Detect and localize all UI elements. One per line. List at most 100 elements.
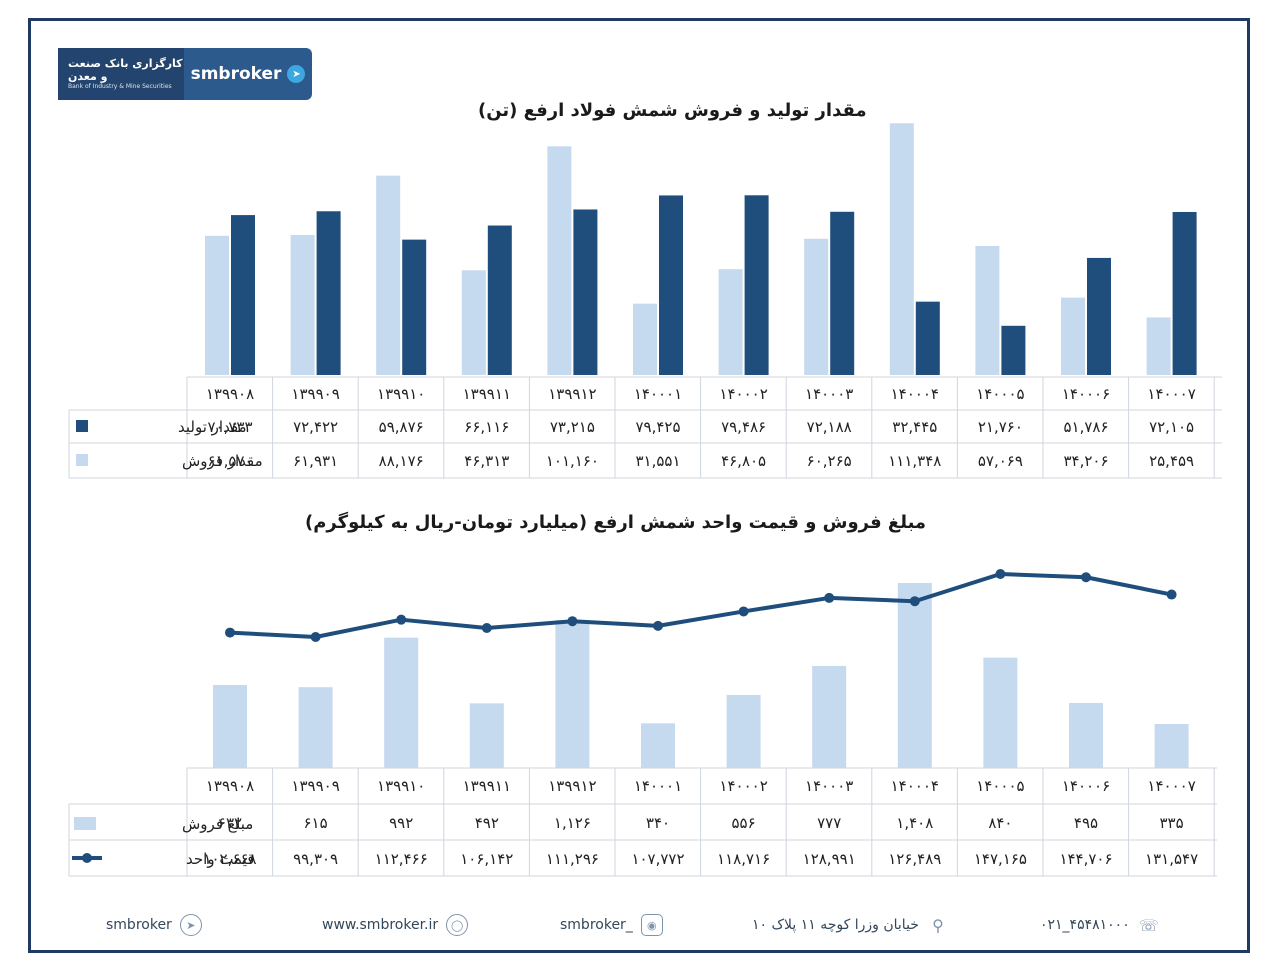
instagram-icon: ◉ bbox=[640, 914, 663, 936]
outer-frame bbox=[28, 18, 1250, 953]
telegram-icon: ➤ bbox=[287, 65, 306, 83]
data-label-sales-amount: ۷۷۷ bbox=[817, 814, 841, 832]
bar-sales-11 bbox=[1146, 317, 1171, 375]
x-tick-label: ۱۳۹۹۱۱ bbox=[463, 385, 511, 403]
footer-instagram-text: smbroker_ bbox=[560, 917, 633, 933]
point-unit-price-7 bbox=[824, 592, 835, 603]
data-label-production: ۶۶,۱۱۶ bbox=[464, 418, 509, 436]
telegram-icon: ➤ bbox=[179, 914, 202, 936]
phone-icon: ☏ bbox=[1138, 915, 1159, 935]
bar-sales-3 bbox=[461, 270, 486, 375]
bar-production-8 bbox=[915, 301, 940, 375]
data-label-production: ۷۲,۱۸۸ bbox=[807, 418, 852, 436]
bar-sales-0 bbox=[205, 235, 229, 375]
logo-brand: smbroker ➤ bbox=[184, 48, 312, 100]
data-label-production: ۵۹,۸۷۶ bbox=[379, 418, 424, 436]
point-unit-price-5 bbox=[653, 620, 663, 631]
data-label-unit-price: ۱۱۲,۴۶۶ bbox=[375, 850, 428, 868]
x-tick-label: ۱۴۰۰۰۷ bbox=[1147, 385, 1195, 403]
footer-phone: ۰۲۱_۴۵۴۸۱۰۰۰ ☏ bbox=[1040, 914, 1160, 936]
logo: کارگزاری بانک صنعت و معدن Bank of Indust… bbox=[58, 48, 312, 100]
data-label-production: ۷۹,۴۲۵ bbox=[635, 418, 680, 436]
footer-website[interactable]: www.smbroker.ir ◯ bbox=[322, 914, 469, 936]
bar-production-6 bbox=[744, 195, 769, 375]
data-label-production: ۳۲,۴۴۵ bbox=[892, 418, 937, 436]
data-label-sales-amount: ۶۱۵ bbox=[304, 814, 328, 832]
point-unit-price-1 bbox=[310, 632, 321, 642]
x-tick-label: ۱۴۰۰۰۲ bbox=[719, 777, 767, 795]
data-label-sales-amount: ۶۳۲ bbox=[218, 814, 242, 832]
data-label-production: ۷۲,۴۲۲ bbox=[293, 418, 338, 436]
data-label-unit-price: ۱۰۲,۶۶۸ bbox=[203, 850, 256, 868]
legend-swatch-production bbox=[76, 420, 88, 432]
bar-sales-amount-10 bbox=[1069, 702, 1103, 768]
data-label-sales: ۵۷,۰۶۹ bbox=[978, 452, 1023, 470]
footer-address: خیابان وزرا کوچه ۱۱ پلاک ۱۰ ⚲ bbox=[752, 914, 949, 936]
x-tick-label: ۱۳۹۹۱۰ bbox=[377, 385, 425, 403]
data-label-sales: ۴۶,۳۱۳ bbox=[464, 452, 509, 470]
point-unit-price-10 bbox=[1081, 572, 1091, 583]
data-label-unit-price: ۱۱۸,۷۱۶ bbox=[717, 850, 770, 868]
line-unit-price bbox=[229, 572, 1172, 639]
data-label-unit-price: ۱۳۱,۵۴۷ bbox=[1145, 850, 1198, 868]
chart1-title: مقدار تولید و فروش شمش فولاد ارفع (تن) bbox=[478, 100, 867, 121]
bar-sales-amount-9 bbox=[983, 657, 1018, 768]
legend-label-production: مقدار تولید bbox=[178, 418, 247, 436]
x-tick-label: ۱۳۹۹۰۹ bbox=[291, 777, 339, 795]
point-unit-price-9 bbox=[995, 569, 1006, 579]
bar-sales-4 bbox=[547, 146, 572, 375]
bar-sales-amount-8 bbox=[897, 583, 932, 768]
bar-sales-6 bbox=[718, 269, 743, 375]
data-label-production: ۲۱,۷۶۰ bbox=[978, 418, 1023, 436]
bar-sales-amount-5 bbox=[641, 723, 675, 768]
bar-production-5 bbox=[659, 195, 683, 375]
data-label-sales: ۲۵,۴۵۹ bbox=[1149, 452, 1194, 470]
bar-production-1 bbox=[316, 211, 341, 375]
bar-sales-amount-11 bbox=[1154, 723, 1189, 768]
bar-sales-1 bbox=[290, 234, 315, 375]
bar-sales-amount-4 bbox=[555, 620, 590, 768]
point-unit-price-8 bbox=[909, 596, 920, 607]
footer-telegram[interactable]: smbroker ➤ bbox=[106, 914, 202, 936]
x-tick-label: ۱۳۹۹۱۲ bbox=[548, 777, 596, 795]
data-label-sales: ۳۱,۵۵۱ bbox=[635, 452, 680, 470]
bar-production-9 bbox=[1001, 325, 1026, 375]
data-label-sales: ۶۱,۵۷۰ bbox=[207, 452, 252, 470]
footer-instagram[interactable]: smbroker_ ◉ bbox=[560, 914, 663, 936]
bar-sales-amount-2 bbox=[384, 637, 419, 768]
data-label-unit-price: ۱۲۶,۴۸۹ bbox=[888, 850, 941, 868]
data-label-production: ۷۲,۱۰۵ bbox=[1149, 418, 1194, 436]
legend-marker-unit-price bbox=[82, 853, 92, 863]
data-label-production: ۷۹,۴۸۶ bbox=[721, 418, 766, 436]
bar-sales-amount-3 bbox=[469, 703, 504, 768]
legend-label-sales-amount: مبلغ فروش bbox=[182, 815, 253, 833]
data-label-production: ۷۳,۲۱۵ bbox=[550, 418, 595, 436]
data-label-sales-amount: ۸۴۰ bbox=[988, 814, 1012, 832]
data-label-sales: ۱۱۱,۳۴۸ bbox=[888, 452, 941, 470]
bar-sales-amount-7 bbox=[812, 665, 847, 768]
x-tick-label: ۱۴۰۰۰۲ bbox=[719, 385, 767, 403]
bar-sales-2 bbox=[376, 175, 401, 375]
x-tick-label: ۱۴۰۰۰۱ bbox=[634, 385, 682, 403]
data-label-unit-price: ۱۴۷,۱۶۵ bbox=[974, 850, 1027, 868]
footer-website-text: www.smbroker.ir bbox=[322, 917, 439, 933]
bar-production-4 bbox=[573, 209, 598, 375]
bar-production-0 bbox=[231, 215, 255, 375]
bar-production-11 bbox=[1172, 211, 1197, 375]
bar-sales-amount-6 bbox=[726, 694, 761, 768]
data-label-sales: ۳۴,۲۰۶ bbox=[1063, 452, 1108, 470]
data-label-sales-amount: ۵۵۶ bbox=[732, 814, 756, 832]
data-label-sales-amount: ۳۴۰ bbox=[646, 814, 670, 832]
point-unit-price-6 bbox=[738, 606, 749, 617]
bar-production-7 bbox=[830, 211, 855, 375]
footer-address-text: خیابان وزرا کوچه ۱۱ پلاک ۱۰ bbox=[752, 917, 919, 933]
legend-label-unit-price: قیمت واحد bbox=[186, 850, 254, 868]
x-tick-label: ۱۴۰۰۰۶ bbox=[1062, 385, 1110, 403]
data-label-sales: ۶۰,۲۶۵ bbox=[807, 452, 852, 470]
logo-fa-text: کارگزاری بانک صنعت و معدن bbox=[68, 57, 183, 83]
point-unit-price-4 bbox=[567, 616, 578, 627]
logo-brand-text: smbroker bbox=[190, 64, 282, 84]
x-tick-label: ۱۴۰۰۰۳ bbox=[805, 385, 853, 403]
globe-icon: ◯ bbox=[446, 914, 469, 936]
legend-swatch-sales-amount bbox=[74, 817, 96, 830]
